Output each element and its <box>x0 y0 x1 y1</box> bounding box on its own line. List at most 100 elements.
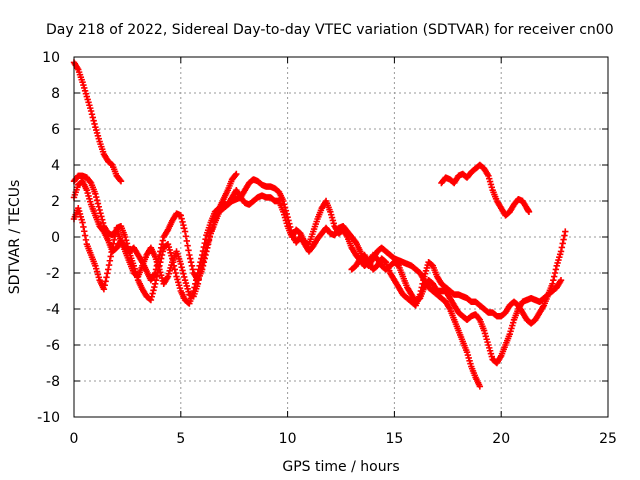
data-point <box>189 266 196 273</box>
y-tick-label: -6 <box>46 338 60 354</box>
data-point <box>79 219 86 226</box>
x-tick-label: 20 <box>492 431 510 447</box>
data-point <box>87 178 94 186</box>
data-point <box>89 114 96 121</box>
data-point <box>197 268 204 276</box>
data-point <box>81 232 89 239</box>
y-tick-labels: -10 -8 -6 -4 -2 0 2 4 6 8 10 <box>37 50 60 426</box>
data-point <box>417 287 425 295</box>
data-point <box>104 270 111 277</box>
data-point <box>200 254 208 261</box>
series-track-a <box>70 59 125 185</box>
data-point <box>100 286 108 293</box>
series-track-f <box>438 161 533 219</box>
plot-frame <box>73 56 609 418</box>
data-point <box>232 171 239 179</box>
data-series <box>70 59 569 390</box>
data-point <box>95 203 102 210</box>
data-point <box>418 284 425 291</box>
data-point <box>90 117 97 124</box>
data-point <box>99 219 107 227</box>
data-point <box>180 270 187 277</box>
data-point <box>198 260 206 268</box>
data-point <box>562 228 569 235</box>
data-point <box>475 315 483 322</box>
data-point <box>93 193 100 201</box>
data-point <box>186 255 194 262</box>
data-point <box>91 120 98 128</box>
x-tick-label: 5 <box>176 431 185 447</box>
data-point <box>151 283 158 291</box>
y-tick-label: -2 <box>46 266 60 282</box>
data-point <box>92 190 99 197</box>
series-track-e <box>348 228 569 327</box>
data-point <box>178 215 185 222</box>
data-point <box>158 251 166 259</box>
data-point <box>185 247 192 254</box>
data-point <box>194 280 202 287</box>
data-point <box>94 200 102 207</box>
data-point <box>178 264 185 271</box>
data-point <box>183 237 190 245</box>
data-point <box>110 240 117 248</box>
data-point <box>550 273 558 280</box>
data-point <box>551 269 559 277</box>
data-point <box>105 261 113 269</box>
data-point <box>560 236 567 243</box>
data-point <box>199 257 207 264</box>
y-tick-label: -4 <box>46 302 60 318</box>
data-point <box>559 240 566 247</box>
data-point <box>172 269 179 277</box>
data-point <box>98 213 105 220</box>
data-point <box>196 272 203 280</box>
data-point <box>195 276 202 284</box>
y-tick-label: -10 <box>37 410 60 426</box>
data-point <box>420 277 427 284</box>
data-point <box>180 221 187 229</box>
y-axis-label: SDTVAR / TECUs <box>7 180 23 295</box>
data-point <box>81 228 88 235</box>
data-point <box>96 206 103 214</box>
data-point <box>171 266 179 273</box>
data-point <box>188 262 196 269</box>
data-point <box>151 280 159 287</box>
data-point <box>102 278 109 285</box>
data-point <box>558 244 566 251</box>
data-point <box>80 223 87 231</box>
data-point <box>104 266 112 273</box>
data-point <box>561 232 568 239</box>
grid-lines <box>74 57 608 417</box>
data-point <box>116 176 124 184</box>
series-track-d <box>70 178 565 367</box>
data-point <box>280 201 288 208</box>
data-point <box>88 111 96 118</box>
data-point <box>557 277 565 284</box>
data-point <box>152 277 160 284</box>
data-point <box>150 287 157 294</box>
data-point <box>419 280 426 287</box>
data-point <box>117 178 125 185</box>
data-point <box>112 228 120 236</box>
y-tick-label: 2 <box>51 194 60 210</box>
data-point <box>476 383 484 390</box>
data-point <box>159 248 167 255</box>
series-track-c <box>70 176 484 390</box>
data-point <box>159 237 167 244</box>
y-tick-label: 10 <box>42 50 60 66</box>
y-tick-label: 8 <box>51 86 60 102</box>
data-point <box>549 280 556 287</box>
data-point <box>153 273 161 280</box>
data-point <box>179 218 186 226</box>
data-point <box>103 274 110 281</box>
x-tick-label: 25 <box>599 431 617 447</box>
data-point <box>179 267 186 274</box>
y-tick-label: 0 <box>51 230 60 246</box>
data-point <box>201 251 208 258</box>
data-point <box>93 197 101 204</box>
data-point <box>557 248 565 255</box>
x-tick-label: 10 <box>279 431 297 447</box>
x-tick-labels: 0 5 10 15 20 25 <box>70 431 617 447</box>
data-point <box>233 170 240 178</box>
data-point <box>184 242 191 249</box>
